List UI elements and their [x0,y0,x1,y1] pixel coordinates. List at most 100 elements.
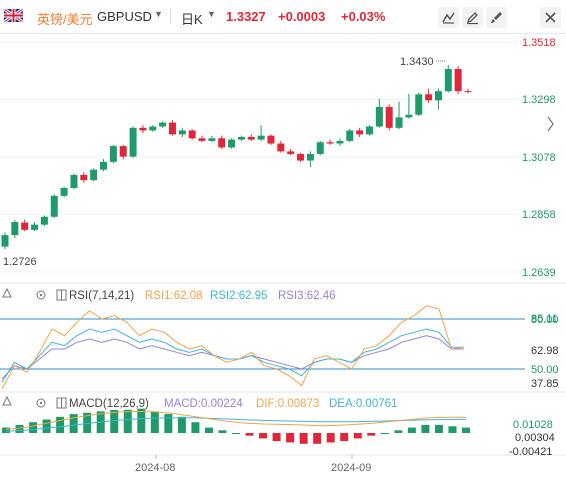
macd-bar [421,424,430,433]
rsi2-line [1,328,464,383]
candle-body [159,122,167,127]
collapse-icon[interactable] [2,287,12,298]
price-change-pct: +0.03% [341,9,386,24]
rsi-tick: 80.00 [531,314,559,326]
candle-body [168,122,176,135]
rsi-lines [1,305,465,390]
price-tick: 1.2639 [522,267,556,279]
draw-brush-icon[interactable] [486,7,507,28]
price-axis: 1.3518 1.3298 1.3078 1.2858 1.2639 [522,37,556,279]
macd-series [2,408,470,444]
rsi-tick: 37.85 [531,378,559,390]
candle-body [385,106,393,128]
candle-body [100,161,108,170]
candle-body [405,114,413,118]
macd-bar [259,433,268,439]
pair-code[interactable]: GBPUSD [97,9,152,24]
candle-body [247,136,255,140]
rsi-tick: 62.98 [531,345,559,357]
macd-title: MACD(12,26,9) [69,398,149,410]
low-label: 1.2726 [3,256,37,268]
candle-body [267,135,275,144]
pair-name[interactable]: 英镑/美元 [37,12,93,27]
period-selector[interactable]: 日K [181,12,203,27]
macd-bar [83,412,92,433]
chevron-right-icon[interactable] [547,116,554,132]
dropdown-icon[interactable]: ▼ [154,9,163,19]
candle-body [31,224,39,230]
macd-bar [367,433,376,436]
candle-body [277,143,285,152]
candle-body [464,91,472,93]
candle-body [434,91,442,101]
candle-body [149,126,157,131]
settings-icon[interactable] [36,398,46,408]
macd-bar [123,409,132,433]
rsi-tick: 85.11 [531,313,558,325]
line-tool-icon[interactable] [438,7,459,28]
candle-body [90,169,98,181]
candle-body [218,138,226,148]
close-icon[interactable] [540,7,561,28]
macd-bar [69,414,78,433]
dif-value: DIF:0.00873 [256,398,319,410]
last-price: 1.3327 [226,9,266,24]
candle-body [257,135,265,140]
x-axis-label: 2024-08 [135,462,175,474]
candle-body [198,138,206,141]
price-tick: 1.3298 [522,94,556,106]
candle-body [346,130,354,141]
candle-body [365,126,373,135]
chart-area[interactable]: 1.3518 1.3298 1.3078 1.2858 1.2639 1.343… [0,34,566,481]
dropdown-icon[interactable]: ▼ [207,9,216,19]
flag-uk-icon [4,9,23,22]
candle-body [178,130,186,135]
candle-body [208,138,216,141]
macd-bar [218,430,227,433]
candle-body [306,153,314,161]
candle-body [188,130,196,139]
candle-body [316,142,324,154]
price-tick: 1.2858 [522,209,556,221]
macd-bar [340,433,349,442]
macd-tick: 0.01028 [513,419,553,431]
dea-value: DEA:0.00761 [329,398,397,410]
macd-value: MACD:0.00224 [164,398,243,410]
candle-body [21,222,29,230]
macd-tick: 0.00304 [515,432,555,444]
candle-body [287,151,295,154]
candle-body [415,94,423,115]
macd-header: MACD(12,26,9) MACD:0.00224 DIF:0.00873 D… [2,395,397,410]
pen-icon[interactable] [462,7,483,28]
candle-body [356,130,364,135]
collapse-icon[interactable] [2,395,12,406]
macd-bar [407,427,416,433]
macd-bar [177,416,186,433]
rsi1-line [1,305,465,390]
macd-bar [191,422,200,433]
macd-bar [110,410,119,433]
candle-body [375,106,383,127]
macd-bar [56,416,65,433]
main-grid [0,41,518,273]
candle-body [326,142,334,144]
macd-bar [272,433,281,442]
candle-body [119,146,127,157]
price-change: +0.0003 [278,9,326,24]
candle-body [11,222,19,236]
macd-bar [232,433,240,434]
rsi-header: RSI(7,14,21) RSI1:62.08 RSI2:62.95 RSI3:… [2,287,336,302]
candle-body [297,153,305,161]
candle-body [425,94,433,101]
macd-bar [164,414,173,433]
rsi-title: RSI(7,14,21) [69,290,134,302]
candle-body [80,174,88,181]
macd-bar [15,424,24,433]
candle-body [454,68,462,92]
settings-icon[interactable] [36,290,46,300]
macd-bar [462,427,470,433]
macd-bar [380,433,389,434]
macd-bar [29,422,38,433]
macd-bar [394,430,403,433]
dea-line [5,417,467,432]
